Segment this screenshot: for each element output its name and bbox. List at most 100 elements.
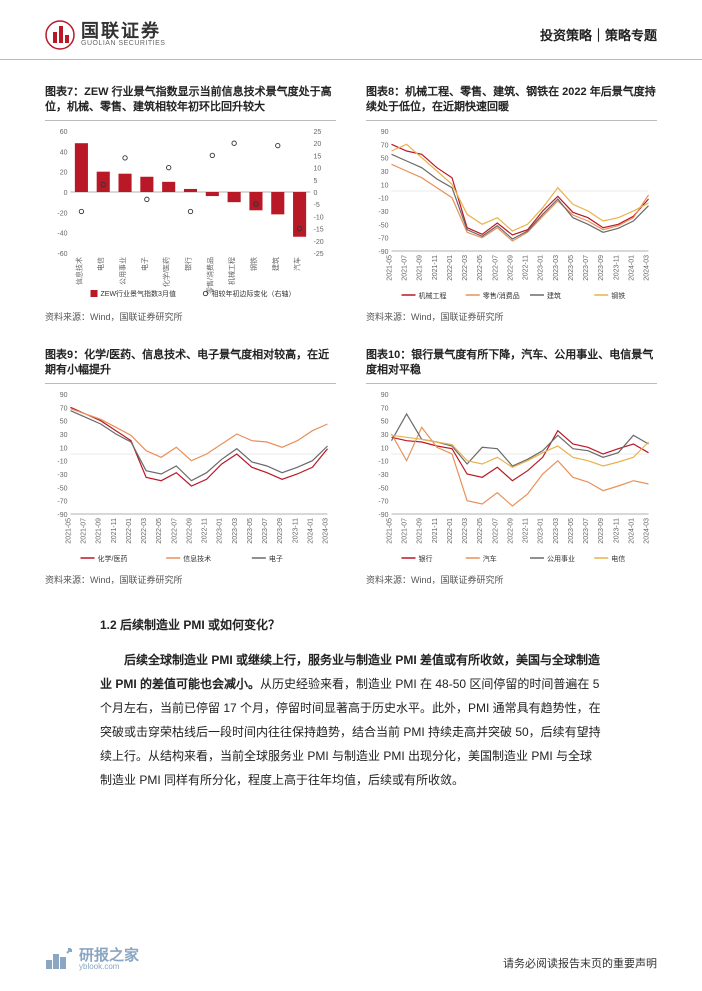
svg-text:2024-03: 2024-03	[644, 517, 651, 543]
svg-text:化学/医药: 化学/医药	[162, 257, 171, 287]
svg-text:机械工程: 机械工程	[419, 291, 447, 300]
brand-logo: 国联证券 GUOLIAN SECURITIES	[45, 20, 165, 50]
svg-text:2022-07: 2022-07	[171, 517, 178, 543]
svg-text:电信: 电信	[96, 257, 105, 271]
svg-text:0: 0	[314, 190, 318, 197]
svg-text:-70: -70	[378, 498, 388, 505]
svg-text:2022-01: 2022-01	[126, 517, 133, 543]
svg-text:90: 90	[381, 392, 389, 399]
svg-text:银行: 银行	[419, 554, 433, 563]
svg-text:50: 50	[60, 418, 68, 425]
svg-text:2022-09: 2022-09	[186, 517, 193, 543]
svg-text:2023-07: 2023-07	[583, 255, 590, 281]
svg-text:-10: -10	[57, 458, 67, 465]
svg-text:30: 30	[381, 432, 389, 439]
svg-text:公用事业: 公用事业	[118, 257, 127, 285]
svg-text:2022-03: 2022-03	[141, 517, 148, 543]
chart7-svg: -60-40-200204060-25-20-15-10-50510152025…	[45, 123, 336, 303]
svg-text:钢铁: 钢铁	[249, 257, 258, 271]
svg-text:10: 10	[314, 165, 322, 172]
svg-text:汽车: 汽车	[483, 554, 497, 563]
svg-text:2021-07: 2021-07	[81, 517, 88, 543]
svg-text:-90: -90	[378, 249, 388, 256]
chart9-block: 图表9：化学/医药、信息技术、电子景气度相对较高，在近期有小幅提升 -90-70…	[45, 348, 336, 586]
svg-text:-90: -90	[57, 512, 67, 519]
svg-text:70: 70	[381, 405, 389, 412]
charts-grid: 图表7：ZEW 行业景气指数显示当前信息技术景气度处于高位，机械、零售、建筑相较…	[0, 60, 702, 586]
svg-text:2022-01: 2022-01	[447, 255, 454, 281]
svg-text:2022-09: 2022-09	[507, 255, 514, 281]
body-section: 1.2 后续制造业 PMI 或如何变化？ 后续全球制造业 PMI 或继续上行，服…	[0, 586, 702, 792]
svg-text:2021-07: 2021-07	[402, 255, 409, 281]
brand-name-en: GUOLIAN SECURITIES	[81, 40, 165, 47]
svg-text:电子: 电子	[140, 257, 149, 271]
section-heading: 1.2 后续制造业 PMI 或如何变化？	[100, 616, 602, 633]
svg-text:-30: -30	[378, 209, 388, 216]
svg-text:20: 20	[314, 141, 322, 148]
chart10-svg: -90-70-50-30-1010305070902021-052021-072…	[366, 386, 657, 566]
svg-text:-10: -10	[314, 214, 324, 221]
logo-icon	[45, 20, 75, 50]
svg-text:2023-07: 2023-07	[583, 517, 590, 543]
svg-text:70: 70	[381, 142, 389, 149]
page-header: 国联证券 GUOLIAN SECURITIES 投资策略｜策略专题	[0, 0, 702, 60]
chart8-title: 图表8：机械工程、零售、建筑、钢铁在 2022 年后景气度持续处于低位，在近期快…	[366, 85, 657, 121]
svg-text:90: 90	[60, 392, 68, 399]
svg-text:60: 60	[60, 129, 68, 136]
svg-text:相较年初边际变化（右轴）: 相较年初边际变化（右轴）	[212, 289, 296, 298]
svg-text:-25: -25	[314, 251, 324, 258]
svg-text:2021-11: 2021-11	[111, 517, 118, 542]
svg-text:0: 0	[64, 190, 68, 197]
svg-text:2021-11: 2021-11	[432, 255, 439, 280]
svg-text:2022-01: 2022-01	[447, 517, 454, 543]
svg-text:-20: -20	[57, 210, 67, 217]
svg-text:-90: -90	[378, 512, 388, 519]
svg-text:2022-07: 2022-07	[492, 517, 499, 543]
section-paragraph: 后续全球制造业 PMI 或继续上行，服务业与制造业 PMI 差值或有所收敛，美国…	[100, 648, 602, 792]
svg-text:银行: 银行	[184, 257, 193, 271]
svg-text:2024-01: 2024-01	[628, 517, 635, 543]
svg-text:2023-09: 2023-09	[598, 517, 605, 543]
svg-text:2021-09: 2021-09	[417, 255, 424, 281]
svg-text:15: 15	[314, 153, 322, 160]
svg-text:2022-03: 2022-03	[462, 517, 469, 543]
chart10-title: 图表10：银行景气度有所下降，汽车、公用事业、电信景气度相对平稳	[366, 348, 657, 384]
svg-text:2023-09: 2023-09	[277, 517, 284, 543]
svg-text:2022-03: 2022-03	[462, 255, 469, 281]
svg-text:2023-05: 2023-05	[247, 517, 254, 543]
svg-text:2024-01: 2024-01	[628, 255, 635, 281]
svg-text:2021-11: 2021-11	[432, 517, 439, 542]
svg-text:-15: -15	[314, 226, 324, 233]
svg-text:-50: -50	[378, 222, 388, 229]
svg-text:-10: -10	[378, 195, 388, 202]
chart9-svg: -90-70-50-30-1010305070902021-052021-072…	[45, 386, 336, 566]
svg-text:建筑: 建筑	[271, 257, 280, 271]
svg-text:2022-05: 2022-05	[477, 255, 484, 281]
svg-text:机械工程: 机械工程	[227, 257, 236, 285]
svg-text:2023-03: 2023-03	[232, 517, 239, 543]
chart7-source: 资料来源：Wind，国联证券研究所	[45, 310, 336, 323]
svg-text:建筑: 建筑	[547, 291, 561, 300]
svg-text:零售/消费品: 零售/消费品	[205, 257, 214, 294]
svg-text:汽车: 汽车	[293, 257, 302, 271]
svg-text:5: 5	[314, 178, 318, 185]
chart8-svg: -90-70-50-30-1010305070902021-052021-072…	[366, 123, 657, 303]
svg-text:90: 90	[381, 129, 389, 136]
svg-text:25: 25	[314, 129, 322, 136]
svg-text:2024-03: 2024-03	[644, 255, 651, 281]
svg-text:2023-11: 2023-11	[613, 517, 620, 542]
svg-text:20: 20	[60, 169, 68, 176]
svg-text:-20: -20	[314, 239, 324, 246]
svg-text:2023-01: 2023-01	[538, 255, 545, 281]
svg-text:电子: 电子	[269, 554, 283, 563]
svg-text:70: 70	[60, 405, 68, 412]
svg-text:-50: -50	[57, 485, 67, 492]
para-rest: 从历史经验来看，制造业 PMI 在 48-50 区间停留的时间普遍在 5 个月左…	[100, 677, 601, 787]
svg-text:2021-05: 2021-05	[387, 517, 394, 543]
svg-text:40: 40	[60, 149, 68, 156]
svg-text:-10: -10	[378, 458, 388, 465]
svg-text:-5: -5	[314, 202, 320, 209]
svg-text:钢铁: 钢铁	[611, 291, 625, 300]
svg-text:2022-07: 2022-07	[492, 255, 499, 281]
svg-text:2023-01: 2023-01	[217, 517, 224, 543]
